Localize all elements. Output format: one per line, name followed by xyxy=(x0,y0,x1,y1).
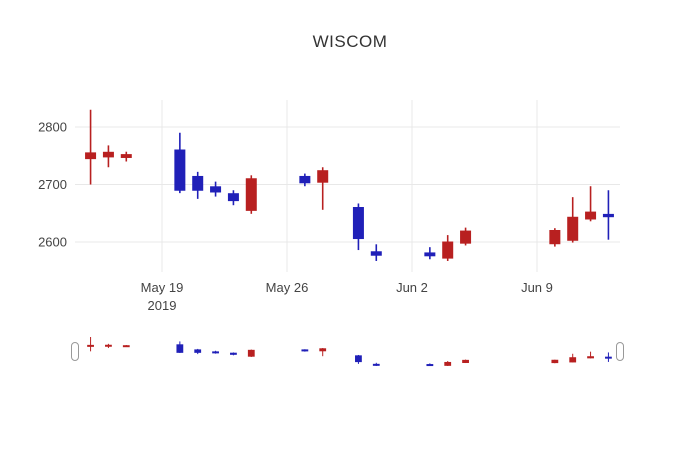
mini-candle-2019-05-21 xyxy=(194,348,202,355)
mini-candle-2019-06-05 xyxy=(462,359,469,364)
candle-body xyxy=(245,178,257,211)
mini-candle-body xyxy=(194,349,202,353)
candle-2019-06-12[interactable] xyxy=(585,186,597,222)
mini-candle-2019-05-15 xyxy=(87,337,94,352)
mini-candle-body xyxy=(105,344,112,347)
candles-layer xyxy=(85,109,614,261)
plot-area[interactable] xyxy=(75,100,620,272)
candle-body xyxy=(85,152,97,160)
candle-2019-05-21[interactable] xyxy=(192,171,204,199)
candle-2019-05-28[interactable] xyxy=(317,167,329,210)
mini-candle-2019-06-10 xyxy=(551,359,559,364)
candle-body xyxy=(120,154,132,158)
mini-candle-body xyxy=(230,352,237,355)
mini-candle-2019-05-24 xyxy=(247,349,255,357)
candle-2019-06-03[interactable] xyxy=(424,247,436,260)
y-tick-label: 2600 xyxy=(38,235,67,250)
x-tick-label: May 26 xyxy=(266,280,309,295)
candle-body xyxy=(602,213,614,218)
mini-candle-2019-06-03 xyxy=(426,363,434,367)
mini-candle-body xyxy=(355,355,362,363)
mini-candle-body xyxy=(176,344,184,353)
mini-candle-body xyxy=(569,357,577,363)
mini-candle-body xyxy=(551,359,559,364)
candle-2019-05-17[interactable] xyxy=(120,151,132,162)
candle-body xyxy=(192,175,204,191)
mini-candle-2019-05-16 xyxy=(105,343,112,349)
mini-candle-2019-05-22 xyxy=(212,350,219,354)
candle-body xyxy=(460,230,472,244)
mini-candle-body xyxy=(426,364,434,367)
mini-candle-body xyxy=(444,361,452,366)
candle-body xyxy=(567,216,579,241)
candle-body xyxy=(352,207,364,240)
candle-2019-05-31[interactable] xyxy=(370,244,382,261)
mini-candle-body xyxy=(87,344,94,347)
candle-body xyxy=(227,193,239,202)
mini-candle-2019-05-28 xyxy=(319,348,327,357)
candle-body xyxy=(585,211,597,220)
mini-candle-body xyxy=(212,351,219,354)
x-tick-label: Jun 9 xyxy=(521,280,553,295)
y-tick-label: 2700 xyxy=(38,177,67,192)
candle-2019-05-16[interactable] xyxy=(102,145,114,168)
candle-2019-05-22[interactable] xyxy=(210,181,222,197)
rangeslider-right-handle[interactable] xyxy=(616,342,624,361)
mini-candle-2019-05-23 xyxy=(230,352,237,356)
candle-2019-06-11[interactable] xyxy=(567,197,579,243)
mini-candle-2019-05-30 xyxy=(355,354,362,364)
rangeslider-left-handle[interactable] xyxy=(71,342,79,361)
mini-candle-body xyxy=(301,349,309,352)
candle-2019-05-30[interactable] xyxy=(352,203,364,251)
candle-body xyxy=(549,230,561,245)
chart-title: WISCOM xyxy=(312,32,388,51)
candle-2019-05-23[interactable] xyxy=(227,190,239,206)
candle-body xyxy=(102,151,114,158)
mini-candle-2019-05-27 xyxy=(301,349,309,352)
candle-2019-06-05[interactable] xyxy=(460,227,472,246)
candle-body xyxy=(299,175,311,184)
mini-candle-body xyxy=(587,356,594,359)
candle-2019-05-27[interactable] xyxy=(299,173,311,187)
mini-candle-2019-06-13 xyxy=(605,352,612,362)
x-tick-label: Jun 2 xyxy=(396,280,428,295)
candle-body xyxy=(424,252,436,257)
mini-candle-2019-05-20 xyxy=(176,341,184,353)
candle-2019-06-13[interactable] xyxy=(602,190,614,240)
candle-2019-06-04[interactable] xyxy=(442,235,454,261)
mini-candle-2019-06-11 xyxy=(569,353,577,363)
candle-2019-05-15[interactable] xyxy=(85,109,97,185)
y-tick-label: 2800 xyxy=(38,120,67,135)
candle-body xyxy=(210,186,222,193)
mini-candle-body xyxy=(122,345,130,348)
x-tick-label: May 19 xyxy=(141,280,184,295)
candle-2019-05-20[interactable] xyxy=(174,132,186,194)
mini-candle-body xyxy=(319,348,327,352)
mini-candle-body xyxy=(462,359,469,363)
mini-candle-2019-06-04 xyxy=(444,361,452,366)
candle-body xyxy=(370,251,382,256)
mini-candle-2019-05-31 xyxy=(372,362,380,366)
mini-candle-body xyxy=(372,363,380,366)
candle-2019-06-10[interactable] xyxy=(549,228,561,247)
gridlines xyxy=(75,100,620,272)
candle-body xyxy=(317,170,329,183)
candle-body xyxy=(442,241,454,259)
mini-candle-2019-05-17 xyxy=(122,345,130,348)
candle-2019-05-24[interactable] xyxy=(245,175,257,214)
mini-candle-body xyxy=(247,349,255,357)
x-tick-year-label: 2019 xyxy=(148,298,177,313)
rangeslider-track[interactable] xyxy=(75,334,620,369)
rangeslider[interactable] xyxy=(71,334,624,369)
candle-body xyxy=(174,149,186,191)
mini-candle-2019-06-12 xyxy=(587,351,594,359)
mini-candle-body xyxy=(605,356,612,359)
